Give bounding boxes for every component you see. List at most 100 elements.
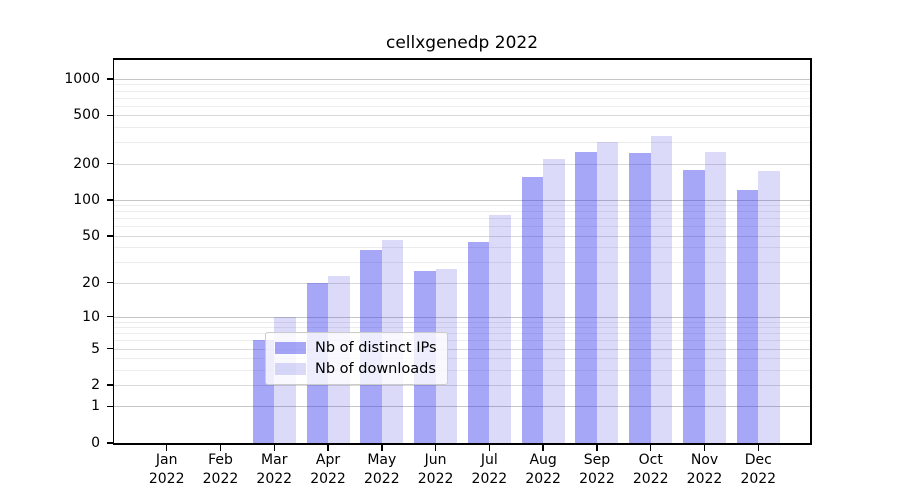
y-tick-label: 2	[91, 377, 100, 394]
gridline	[114, 84, 810, 86]
x-tick-label-jul: Jul 2022	[457, 451, 521, 489]
month-name: May	[367, 452, 397, 468]
bar-nb-of-distinct-ips-dec	[736, 189, 759, 443]
legend-label-downloads: Nb of downloads	[315, 361, 436, 377]
y-tick-mark	[107, 235, 113, 237]
y-tick-mark	[107, 78, 113, 80]
gridline	[114, 340, 810, 342]
y-tick-mark	[107, 347, 113, 350]
gridline	[114, 218, 810, 220]
gridline	[114, 127, 810, 129]
gridline	[114, 105, 810, 107]
gridline	[114, 282, 810, 284]
month-year: 2022	[148, 471, 185, 487]
month-name: Dec	[744, 452, 772, 468]
bar-nb-of-distinct-ips-aug	[521, 176, 544, 443]
x-tick-label-jan: Jan 2022	[135, 451, 199, 489]
month-year: 2022	[363, 471, 400, 487]
x-tick-mark	[649, 444, 652, 451]
x-tick-mark	[703, 444, 706, 451]
y-tick-mark	[107, 281, 113, 284]
x-tick-mark	[542, 444, 544, 451]
legend: Nb of distinct IPs Nb of downloads	[265, 332, 448, 385]
bar-nb-of-distinct-ips-oct	[629, 153, 651, 443]
gridline	[114, 97, 810, 99]
x-tick-label-sep: Sep 2022	[565, 451, 629, 489]
x-tick-mark	[757, 444, 760, 451]
x-tick-label-jun: Jun 2022	[404, 451, 468, 489]
month-year: 2022	[310, 471, 346, 487]
month-name: Apr	[315, 452, 341, 468]
month-year: 2022	[686, 471, 723, 487]
x-tick-label-aug: Aug 2022	[511, 451, 575, 489]
gridline	[114, 211, 810, 213]
month-name: Jul	[480, 452, 498, 468]
x-tick-label-apr: Apr 2022	[296, 451, 360, 489]
x-tick-mark	[273, 444, 275, 451]
gridline	[114, 321, 810, 323]
gridline	[114, 327, 810, 329]
y-tick-label: 0	[91, 435, 100, 451]
bottom-spine	[112, 443, 812, 445]
gridline	[114, 247, 810, 249]
chart-title: cellxgenedp 2022	[385, 33, 539, 53]
y-tick-mark	[107, 162, 113, 165]
gridline	[114, 316, 810, 318]
x-tick-label-feb: Feb 2022	[188, 451, 252, 489]
gridline	[114, 235, 810, 237]
month-name: Sep	[583, 452, 611, 468]
y-tick-label: 1000	[64, 70, 100, 87]
month-year: 2022	[202, 471, 239, 487]
month-year: 2022	[579, 471, 615, 487]
gridline	[114, 406, 810, 408]
gridline	[114, 142, 810, 144]
month-name: Oct	[638, 452, 663, 468]
month-year: 2022	[471, 471, 508, 487]
x-tick-label-dec: Dec 2022	[726, 451, 790, 489]
x-tick-label-oct: Oct 2022	[619, 451, 683, 489]
x-tick-label-nov: Nov 2022	[673, 451, 737, 489]
gridline	[114, 205, 810, 207]
bar-nb-of-distinct-ips-nov	[683, 170, 705, 443]
x-tick-label-may: May 2022	[350, 451, 414, 489]
gridline	[114, 333, 810, 335]
gridline	[114, 385, 810, 387]
month-name: Jan	[155, 452, 178, 468]
y-tick-label: 100	[73, 191, 100, 208]
y-tick-label: 20	[82, 274, 100, 291]
month-year: 2022	[256, 471, 293, 487]
month-year: 2022	[740, 471, 777, 487]
left-spine	[112, 58, 114, 444]
x-tick-mark	[488, 444, 491, 451]
y-tick-mark	[107, 315, 113, 318]
x-tick-mark	[327, 444, 329, 451]
y-tick-label: 5	[91, 340, 100, 357]
month-name: Nov	[690, 452, 719, 468]
x-tick-mark	[434, 444, 437, 451]
bar-nb-of-downloads-aug	[543, 158, 565, 443]
gridline	[114, 226, 810, 228]
month-year: 2022	[417, 471, 454, 487]
right-spine	[810, 58, 812, 444]
gridline	[114, 369, 810, 371]
gridline	[114, 358, 810, 360]
legend-swatch-distinct-ips	[275, 342, 306, 354]
y-tick-label: 1	[91, 398, 100, 415]
bar-nb-of-distinct-ips-jul	[467, 242, 490, 443]
x-tick-label-mar: Mar 2022	[242, 451, 306, 489]
plot-area	[114, 59, 810, 443]
gridline	[114, 115, 810, 117]
y-tick-label: 500	[73, 107, 100, 124]
month-name: Mar	[261, 452, 288, 468]
x-tick-mark	[219, 444, 222, 451]
y-tick-mark	[107, 405, 113, 408]
y-tick-mark	[107, 199, 113, 201]
gridline	[114, 163, 810, 165]
bar-nb-of-downloads-sep	[596, 142, 619, 443]
bar-nb-of-downloads-oct	[650, 136, 673, 443]
month-name: Feb	[208, 452, 233, 468]
top-spine	[112, 58, 812, 60]
month-name: Jun	[424, 452, 447, 468]
gridline	[114, 262, 810, 264]
